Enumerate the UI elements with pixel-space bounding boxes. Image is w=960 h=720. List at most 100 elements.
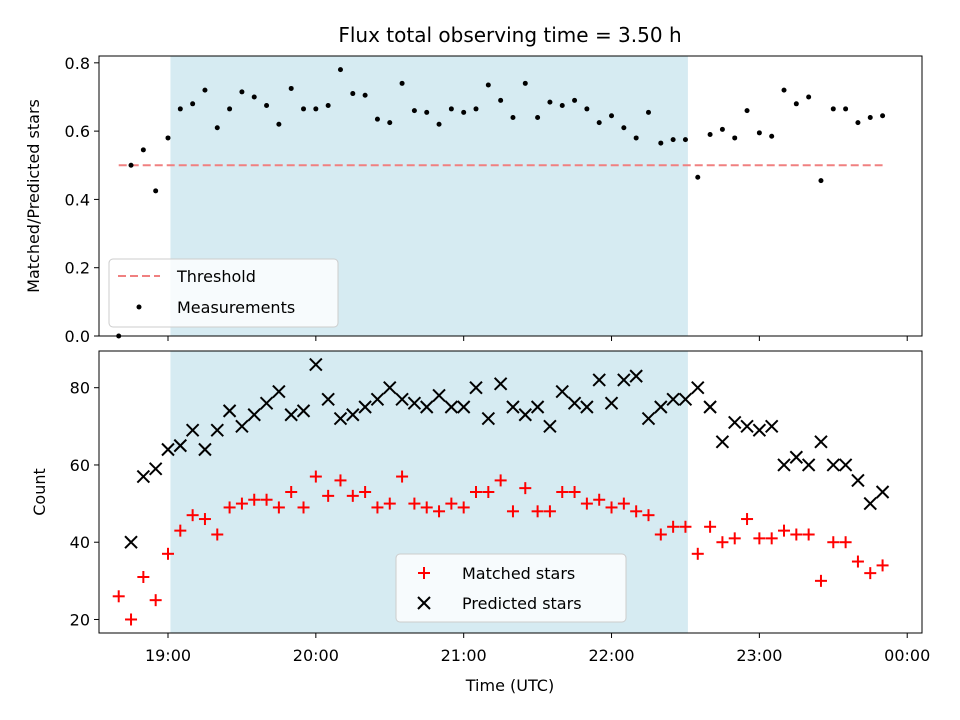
predicted-star-point [210,423,224,437]
predicted-star-point [604,396,619,410]
matched-star-point [457,501,470,514]
measurement-point [806,94,812,100]
matched-star-point [617,497,630,510]
predicted-star-point [383,380,397,395]
measurement-point [448,106,454,112]
predicted-star-point [875,485,890,499]
measurement-point [682,137,688,143]
predicted-star-point [728,415,742,430]
measurement-point [301,106,307,112]
measurement-point [436,121,442,127]
measurement-point [177,106,183,112]
matched-star-point [704,520,717,533]
matched-star-point [716,536,729,549]
matched-star-point [568,486,581,498]
ratio-data-layer [116,67,886,339]
predicted-star-point [715,435,730,449]
legend-matched-swatch [418,567,430,579]
ratio-tick-layer: 0.0 0.2 0.4 0.6 0.8 [65,54,908,346]
legend-measurements-swatch [136,304,142,310]
matched-star-point [494,474,507,487]
predicted-star-point [346,408,360,422]
count-data-layer [112,357,890,626]
count-tick-layer: 19:00 20:00 21:00 22:00 23:00 00:00 20 40 60 80 [70,379,931,665]
measurement-point [128,162,134,168]
measurement-point [572,97,578,103]
matched-star-point [864,567,877,580]
measurement-point [781,87,787,93]
measurement-point [251,94,257,100]
measurement-point [756,130,762,136]
matched-star-point [297,501,310,514]
predicted-star-point [136,469,151,484]
predicted-star-point [777,458,791,472]
predicted-star-point [666,392,680,406]
predicted-star-point [814,435,828,449]
x-tick-label: 19:00 [145,646,191,665]
measurement-point [658,140,664,146]
predicted-star-point [518,408,532,422]
measurement-point [633,135,639,141]
predicted-star-point [185,423,200,437]
predicted-star-point [629,369,643,383]
matched-star-point [383,497,396,510]
measurement-point [830,106,836,112]
matched-star-point [839,536,852,549]
measurement-point [202,87,208,93]
predicted-star-point [407,396,422,410]
measurement-point [547,99,553,105]
measurement-point [880,113,886,119]
matched-star-point [667,520,680,533]
ratio-legend: Threshold Measurements [108,258,339,328]
matched-star-point [543,505,556,518]
legend-predicted-label: Predicted stars [462,594,582,613]
matched-star-point [654,528,667,541]
predicted-star-point [592,373,606,387]
matched-star-point [174,524,187,537]
measurement-point [621,125,627,131]
measurement-point [596,120,602,126]
predicted-star-point [321,392,335,406]
measurement-point [535,114,541,120]
matched-star-point [531,505,544,518]
measurement-point [855,120,861,126]
measurement-point [399,80,405,86]
measurement-point [522,80,528,86]
predicted-star-point [444,400,459,414]
matched-star-point [593,493,606,506]
matched-star-point [814,574,827,587]
predicted-star-point [530,400,545,414]
predicted-star-point [259,396,274,410]
predicted-star-point [863,496,877,511]
measurement-point [264,103,270,109]
predicted-star-point [309,357,323,372]
matched-star-point [235,497,248,510]
matched-star-point [420,501,433,514]
measurement-point [214,125,220,131]
predicted-star-point [555,384,569,399]
measurement-point [325,103,331,109]
predicted-star-point [222,404,237,418]
matched-star-point [137,570,150,583]
predicted-star-point [247,408,261,422]
x-tick-label: 21:00 [441,646,487,665]
ratio-y-tick-label: 0.6 [65,122,90,141]
predicted-star-point [173,438,188,453]
predicted-star-point [420,400,434,414]
legend-measurements-label: Measurements [177,298,295,317]
measurement-point [362,92,368,98]
count-y-tick-label: 60 [70,456,90,475]
predicted-star-point [395,392,409,406]
x-tick-label: 22:00 [588,646,634,665]
predicted-star-point [826,458,841,472]
measurement-point [473,106,479,112]
predicted-star-point [703,400,717,414]
predicted-star-point [124,535,138,549]
count-y-axis-title: Count [30,468,49,516]
count-y-tick-label: 40 [70,533,90,552]
predicted-star-point [198,442,212,457]
measurement-point [695,174,701,180]
count-y-tick-label: 80 [70,379,90,398]
matched-star-point [371,501,384,514]
